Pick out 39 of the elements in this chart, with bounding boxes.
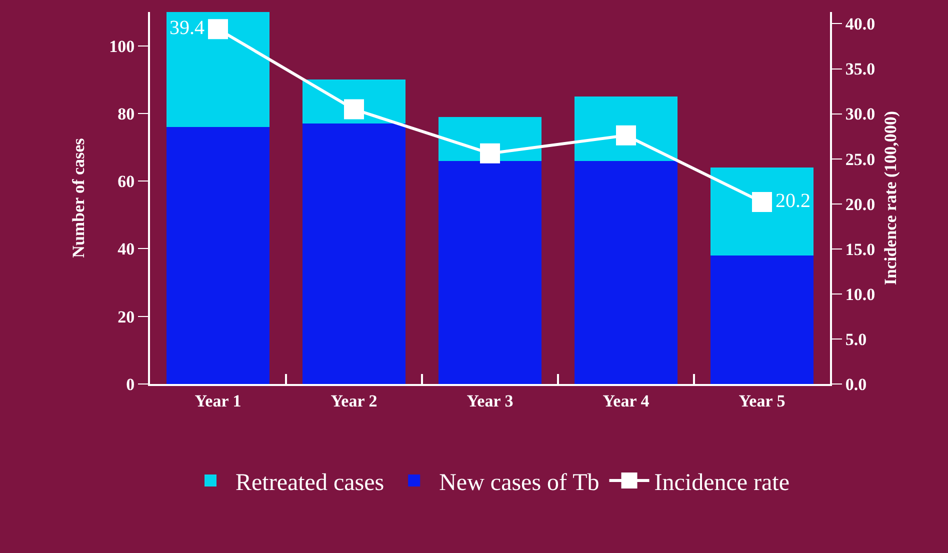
y2-tick-label: 35.0 xyxy=(845,60,876,79)
bar xyxy=(574,160,678,384)
y-tick-label: 60 xyxy=(118,172,135,192)
x-tick-label: Year 3 xyxy=(466,391,514,410)
legend-label: Incidence rate xyxy=(654,470,790,496)
y2-tick-label: 30.0 xyxy=(845,104,876,124)
bar xyxy=(710,255,814,384)
x-tick-label: Year 4 xyxy=(602,391,650,410)
y2-tick-label: 0.0 xyxy=(845,374,867,394)
legend-label: Retreated cases xyxy=(236,470,384,496)
y2-tick-label: 5.0 xyxy=(845,330,867,349)
x-tick-label: Year 1 xyxy=(194,391,242,410)
y-tick-label: 80 xyxy=(118,104,135,124)
bar xyxy=(166,126,270,384)
bar xyxy=(302,124,406,384)
x-tick-label: Year 2 xyxy=(330,391,378,410)
data-label: 20.2 xyxy=(776,190,810,212)
y-tick-label: 20 xyxy=(118,307,135,326)
point xyxy=(344,99,364,120)
y2-tick-label: 10.0 xyxy=(845,284,876,304)
y2-tick-label: 25.0 xyxy=(845,150,876,169)
point xyxy=(480,143,500,164)
y2-axis-title: Incidence rate (100,000) xyxy=(881,110,900,286)
y-axis-title: Number of cases xyxy=(69,138,88,258)
point xyxy=(752,192,772,212)
y-tick-label: 40 xyxy=(118,240,135,259)
y-tick-label: 0 xyxy=(126,374,135,394)
x-tick-label: Year 5 xyxy=(738,391,786,410)
legend-label: New cases of Tb xyxy=(439,470,600,496)
data-label: 39.4 xyxy=(170,17,204,40)
bar xyxy=(166,12,270,127)
y2-tick-label: 20.0 xyxy=(845,194,876,214)
y-tick-label: 100 xyxy=(109,36,135,56)
bar xyxy=(710,168,814,256)
y2-tick-label: 15.0 xyxy=(845,240,876,259)
bar xyxy=(438,160,542,384)
point xyxy=(208,19,228,40)
point xyxy=(616,125,636,146)
y2-tick-label: 40.0 xyxy=(845,14,876,34)
